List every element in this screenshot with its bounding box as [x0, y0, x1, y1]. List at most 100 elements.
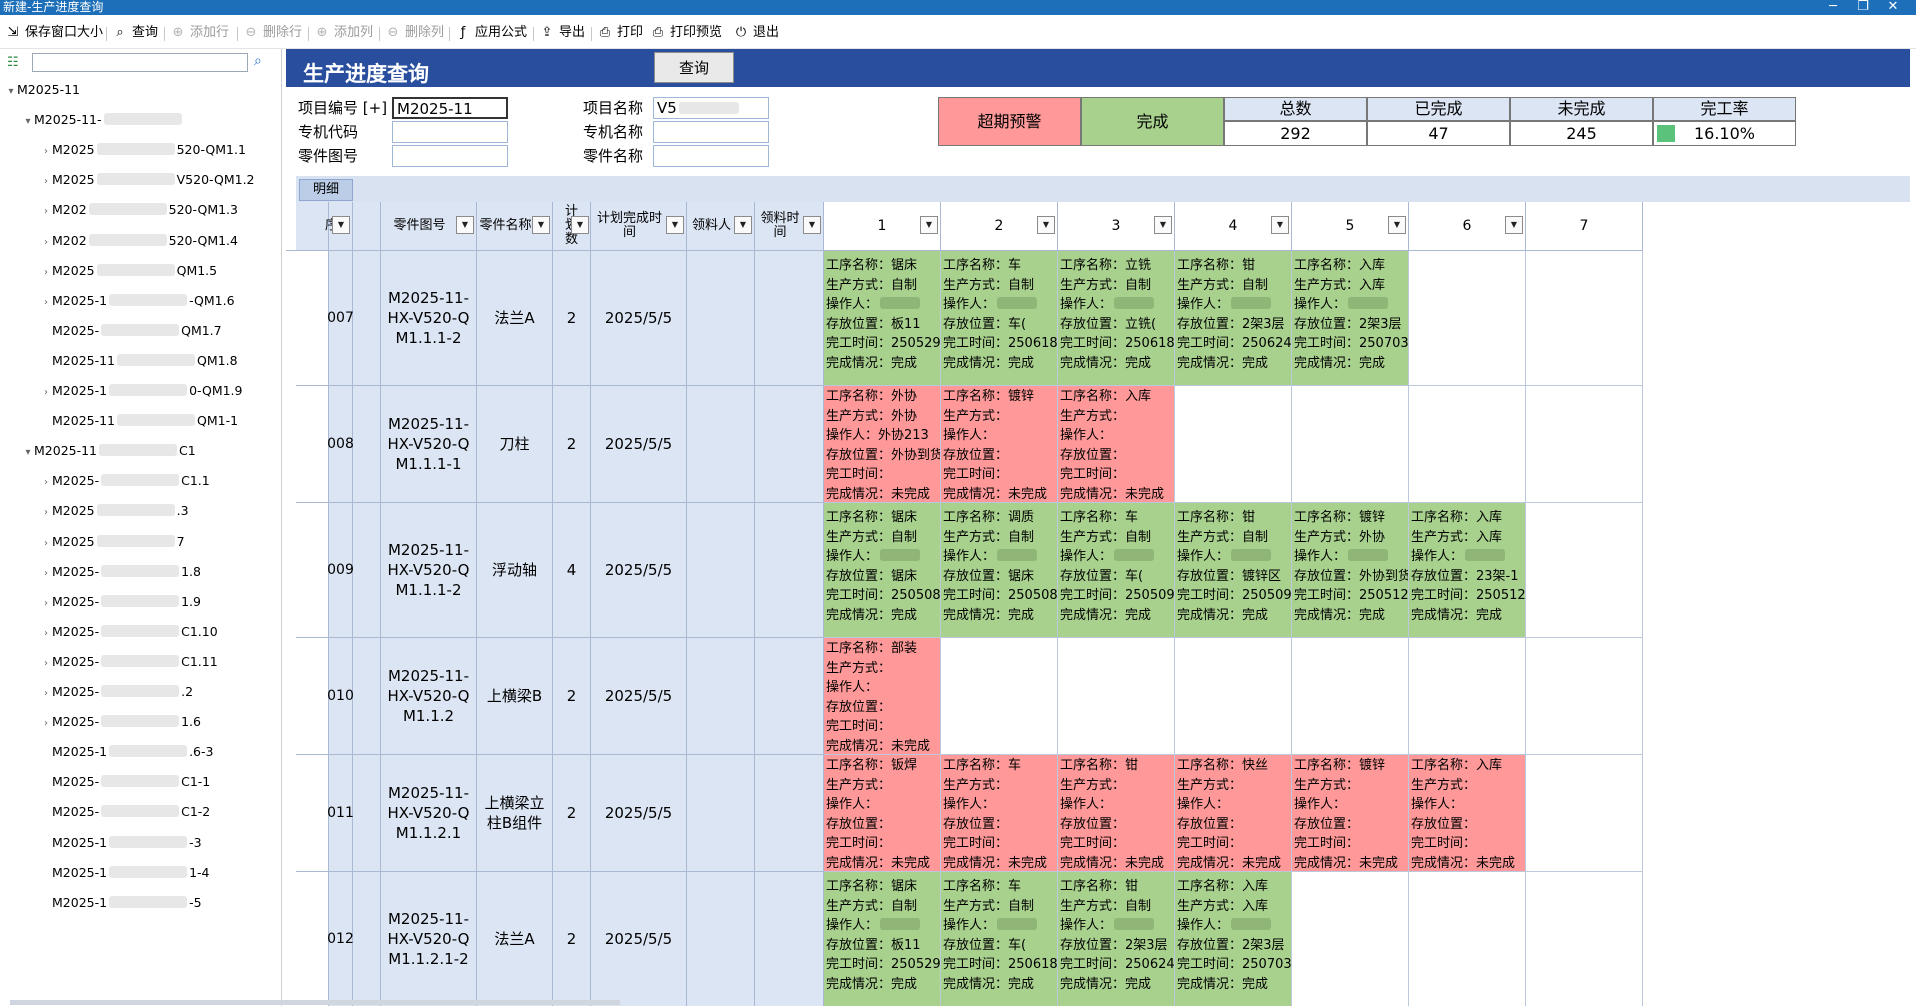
tree-toggle-icon[interactable]: ›	[44, 597, 48, 609]
tree-toggle-icon[interactable]: ›	[44, 176, 48, 188]
part-drawing-input[interactable]	[392, 145, 508, 167]
toolbar-button-exit[interactable]: ⏻ 退出	[733, 23, 779, 43]
process-field-status: 完成情况：完成	[1294, 354, 1406, 374]
toolbar-button-print-preview[interactable]: ⎙ 打印预览	[650, 23, 722, 43]
filter-dropdown-icon[interactable]: ▼	[456, 216, 474, 234]
tree-item[interactable]: › M2025- 1.8	[40, 563, 201, 581]
filter-dropdown-icon[interactable]: ▼	[803, 216, 821, 234]
tree-item[interactable]: M2025-1 -3	[40, 834, 202, 852]
horizontal-scrollbar[interactable]	[10, 1000, 620, 1005]
tree-item[interactable]: M2025- C1-1	[40, 773, 210, 791]
tree-toggle-icon[interactable]: ›	[44, 718, 48, 730]
filter-dropdown-icon[interactable]: ▼	[532, 216, 550, 234]
tree-toggle-icon[interactable]: ›	[44, 537, 48, 549]
restore-icon[interactable]: ❐	[1857, 0, 1869, 14]
tree-item[interactable]: › M2025- .2	[40, 683, 193, 701]
tree-icon[interactable]: ☷	[7, 55, 19, 70]
tree-item[interactable]: M2025-1 -5	[40, 894, 202, 912]
tree-item[interactable]: › M2025- C1.1	[40, 472, 210, 490]
tab-detail[interactable]: 明细	[299, 179, 353, 201]
row-selector[interactable]	[296, 386, 329, 503]
tree-toggle-icon[interactable]: ›	[44, 657, 48, 669]
process-field-name: 工序名称：钳	[1060, 877, 1172, 897]
tree-item[interactable]: M2025-1 .6-3	[40, 743, 213, 761]
tree-item[interactable]: › M2025-1 -QM1.6	[40, 292, 235, 310]
tree-toggle-icon[interactable]: ›	[44, 627, 48, 639]
tree-toggle-icon[interactable]: ›	[44, 387, 48, 398]
filter-dropdown-icon[interactable]: ▼	[734, 216, 752, 234]
tree-toggle-icon[interactable]: ›	[44, 266, 48, 278]
filter-dropdown-icon[interactable]: ▼	[1271, 216, 1289, 234]
tree-item[interactable]: › M2025 QM1.5	[40, 262, 217, 280]
filter-dropdown-icon[interactable]: ▼	[666, 216, 684, 234]
tree-toggle-icon[interactable]: ›	[44, 688, 48, 699]
tree-toggle-icon[interactable]: ›	[44, 507, 48, 519]
close-icon[interactable]: ✕	[1887, 0, 1899, 14]
row-selector[interactable]	[296, 251, 329, 386]
tree-item[interactable]: › M2025- 1.9	[40, 593, 201, 611]
toolbar-button-formula[interactable]: ƒ 应用公式	[455, 23, 527, 43]
process-field-location: 存放位置：板11	[826, 315, 938, 335]
tree-item[interactable]: › M2025- C1.10	[40, 623, 218, 641]
row-selector[interactable]	[296, 755, 329, 872]
tree-item[interactable]: › M2025 7	[40, 533, 185, 551]
tree-item[interactable]: › M2025 520-QM1.1	[40, 141, 246, 159]
filter-dropdown-icon[interactable]: ▼	[332, 216, 350, 234]
row-selector[interactable]	[296, 503, 329, 638]
process-field-method: 生产方式：自制	[826, 528, 938, 548]
query-button[interactable]: 查询	[654, 52, 734, 83]
process-field-value: 完成	[891, 355, 918, 371]
tree-toggle-icon[interactable]: ›	[44, 296, 48, 308]
tree-item[interactable]: › M202 520-QM1.3	[40, 201, 238, 219]
toolbar-button-search[interactable]: ⌕ 查询	[112, 23, 158, 43]
tree-toggle-icon[interactable]: ›	[44, 206, 48, 218]
project-name-input[interactable]: V5	[653, 97, 769, 119]
tree-toggle-icon[interactable]: ›	[44, 477, 48, 489]
tree-toggle-icon[interactable]: ▾	[25, 447, 31, 459]
tree-item[interactable]: › M2025 .3	[40, 502, 189, 520]
toolbar-button-print[interactable]: ⎙ 打印	[597, 23, 643, 43]
tree-item[interactable]: › M2025-1 0-QM1.9	[40, 382, 243, 400]
filter-dropdown-icon[interactable]: ▼	[1505, 216, 1523, 234]
tree-toggle-icon[interactable]: ▾	[25, 116, 31, 128]
tree-toggle-icon[interactable]: ›	[44, 567, 48, 579]
search-icon[interactable]: ⌕	[254, 53, 262, 69]
toolbar-button-delete-row[interactable]: ⊖ 删除行	[243, 23, 302, 43]
filter-dropdown-icon[interactable]: ▼	[920, 216, 938, 234]
machine-name-input[interactable]	[653, 121, 769, 143]
process-field-finish-time: 完工时间：	[943, 465, 1055, 485]
toolbar-button-add-row[interactable]: ⊕ 添加行	[170, 23, 229, 43]
toolbar-button-add-column[interactable]: ⊕ 添加列	[314, 23, 373, 43]
row-selector[interactable]	[296, 872, 329, 1006]
toolbar-button-delete-column[interactable]: ⊖ 删除列	[385, 23, 444, 43]
filter-dropdown-icon[interactable]: ▼	[1037, 216, 1055, 234]
filter-dropdown-icon[interactable]: ▼	[571, 216, 589, 234]
tree-item[interactable]: M2025-11 QM1-1	[40, 412, 238, 430]
row-selector[interactable]	[296, 638, 329, 755]
tree-item[interactable]: M2025-1 1-4	[40, 864, 209, 882]
tree-search-input[interactable]	[32, 53, 248, 72]
tree-toggle-icon[interactable]: ▾	[8, 86, 14, 97]
tree-item[interactable]: ▾ M2025-11 C1	[22, 442, 195, 460]
filter-dropdown-icon[interactable]: ▼	[1154, 216, 1172, 234]
tree-item[interactable]: ▾ M2025-11-	[22, 111, 184, 129]
minimize-icon[interactable]: ─	[1829, 0, 1837, 14]
part-name-input[interactable]	[653, 145, 769, 167]
tree-item[interactable]: M2025- QM1.7	[40, 322, 222, 340]
toolbar-button-export[interactable]: ⇪ 导出	[539, 23, 585, 43]
tree-item[interactable]: M2025-11 QM1.8	[40, 352, 238, 370]
tree-item[interactable]: M2025- C1-2	[40, 803, 210, 821]
rate-header: 完工率	[1653, 97, 1796, 121]
tree-item[interactable]: › M202 520-QM1.4	[40, 232, 238, 250]
tree-item[interactable]: › M2025 V520-QM1.2	[40, 171, 255, 189]
tree-item[interactable]: ▾ M2025-11	[5, 81, 80, 99]
filter-dropdown-icon[interactable]: ▼	[1388, 216, 1406, 234]
tree-item[interactable]: › M2025- 1.6	[40, 713, 201, 731]
toolbar-button-save-window[interactable]: ⇲ 保存窗口大小	[5, 23, 103, 43]
tree-toggle-icon[interactable]: ›	[44, 146, 48, 158]
tree-item[interactable]: › M2025- C1.11	[40, 653, 218, 671]
machine-code-input[interactable]	[392, 121, 508, 143]
project-no-input[interactable]: M2025-11	[392, 97, 508, 119]
tree-toggle-icon[interactable]: ›	[44, 236, 48, 248]
process-field-value: 完成	[891, 976, 918, 992]
